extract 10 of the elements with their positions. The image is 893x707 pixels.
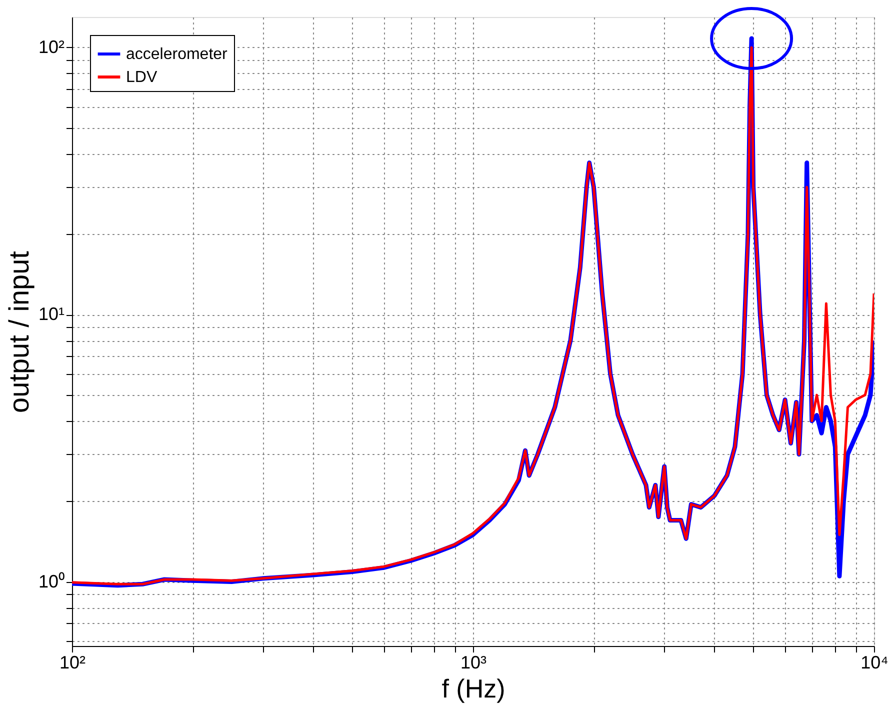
x-tick-label: 10²: [59, 652, 86, 672]
x-axis-title: f (Hz): [442, 674, 506, 704]
x-tick-label: 10⁴: [860, 652, 888, 672]
y-axis-title: output / input: [3, 250, 34, 413]
legend-label: LDV: [126, 69, 158, 86]
y-tick-label: 10⁰: [38, 571, 64, 592]
x-tick-label: 10³: [460, 652, 487, 672]
legend-label: accelerometer: [126, 46, 228, 63]
y-tick-label: 10¹: [38, 304, 65, 324]
y-tick-label: 10²: [38, 36, 65, 57]
